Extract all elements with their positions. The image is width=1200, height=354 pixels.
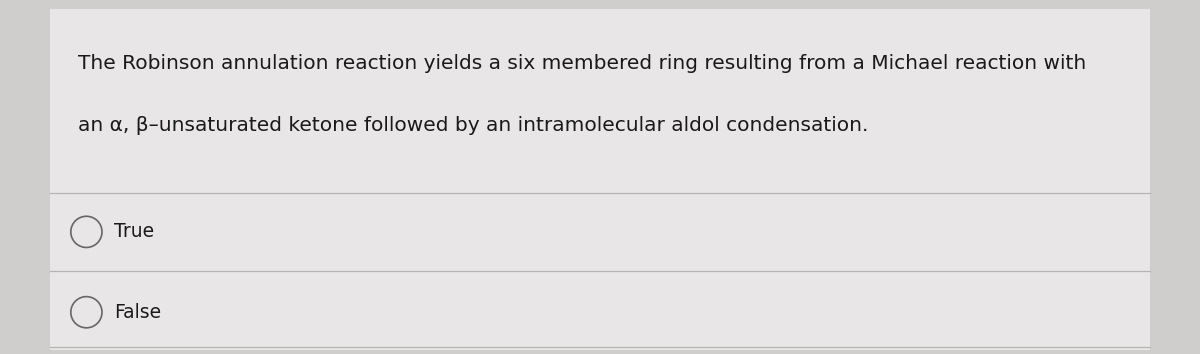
Text: False: False: [114, 303, 161, 322]
FancyBboxPatch shape: [50, 9, 1150, 350]
Text: The Robinson annulation reaction yields a six membered ring resulting from a Mic: The Robinson annulation reaction yields …: [78, 54, 1086, 73]
Text: True: True: [114, 222, 154, 241]
Text: an α, β–unsaturated ketone followed by an intramolecular aldol condensation.: an α, β–unsaturated ketone followed by a…: [78, 116, 869, 135]
